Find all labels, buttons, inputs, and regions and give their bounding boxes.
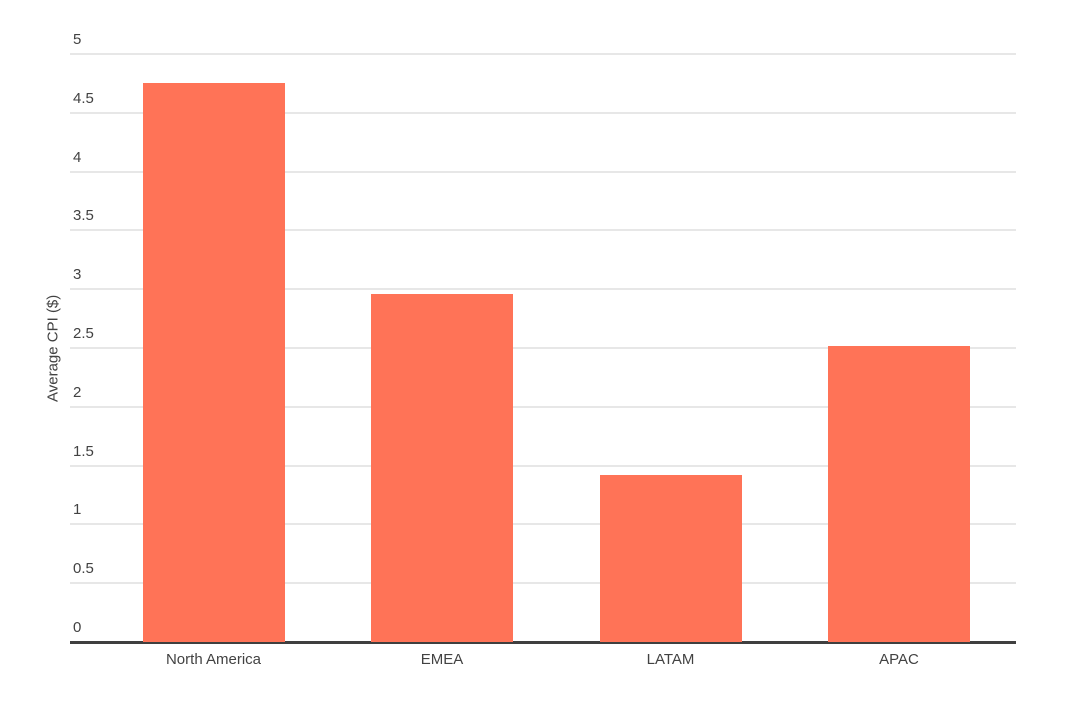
gridline <box>70 464 1016 467</box>
gridline <box>70 405 1016 408</box>
plot-area: 0 0.5 1 1.5 2 2.5 3 3.5 4 4.5 5 North America EMEA LA… <box>70 32 1016 668</box>
gridline <box>70 582 1016 585</box>
x-tick-label-emea: EMEA <box>420 651 464 668</box>
x-tick-label-apac: APAC <box>879 651 919 668</box>
y-tick-label: 4.5 <box>73 89 94 107</box>
bar-latam[interactable] <box>599 475 742 642</box>
gridline <box>70 111 1016 114</box>
y-axis-title: Average CPI ($) <box>44 294 62 402</box>
bar-north-america[interactable] <box>142 83 285 642</box>
y-tick-label: 1.5 <box>73 442 94 460</box>
x-axis-line <box>70 641 1016 644</box>
y-tick-label: 0 <box>73 619 82 636</box>
y-tick-label: 2.5 <box>73 325 94 342</box>
y-tick-label: 3 <box>73 266 82 284</box>
x-tick-label-north-america: North America <box>165 651 262 668</box>
bar-apac[interactable] <box>828 345 970 642</box>
gridline <box>70 523 1016 526</box>
bar-emea[interactable] <box>371 293 513 642</box>
gridline <box>70 347 1016 349</box>
x-tick-label-latam: LATAM <box>646 651 695 668</box>
y-tick-label: 3.5 <box>73 207 94 225</box>
y-tick-label: 2 <box>73 383 82 401</box>
gridline <box>70 170 1016 173</box>
gridline <box>70 288 1016 291</box>
gridline <box>70 229 1016 232</box>
y-tick-label: 5 <box>73 31 82 48</box>
gridline <box>70 53 1016 55</box>
y-tick-label: 4 <box>73 148 82 166</box>
y-tick-label: 0.5 <box>73 560 94 578</box>
y-tick-label: 1 <box>73 501 82 519</box>
